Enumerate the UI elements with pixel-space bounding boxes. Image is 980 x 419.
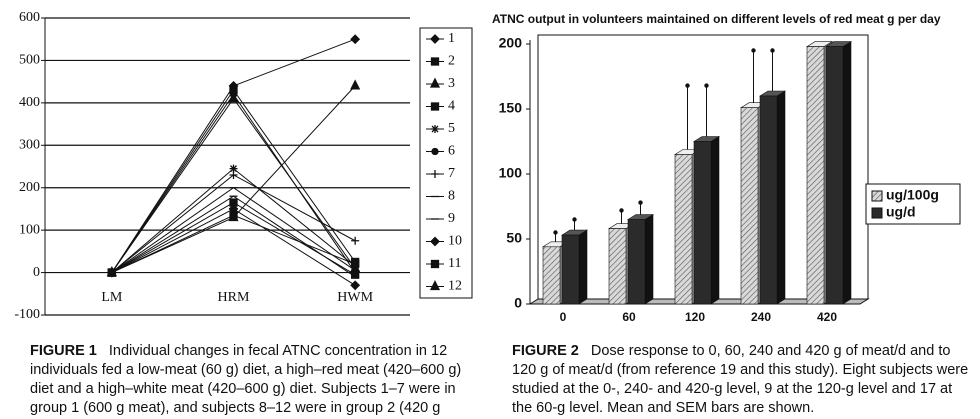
error-cap bbox=[619, 208, 624, 213]
marker bbox=[350, 34, 361, 45]
legend-label: 8 bbox=[448, 189, 455, 204]
caption-2: FIGURE 2 Dose response to 0, 60, 240 and … bbox=[512, 342, 972, 418]
marker bbox=[430, 34, 440, 44]
legend-label: 3 bbox=[448, 76, 455, 91]
legend-label: 9 bbox=[448, 211, 455, 226]
marker bbox=[228, 210, 239, 222]
series-line bbox=[111, 174, 356, 273]
marker bbox=[430, 57, 440, 66]
marker bbox=[430, 259, 440, 269]
y-tick-label: 0 bbox=[514, 295, 522, 311]
marker bbox=[430, 102, 440, 111]
marker bbox=[430, 236, 440, 247]
error-cap bbox=[553, 230, 558, 235]
y-tick-label: 500 bbox=[19, 53, 40, 68]
marker bbox=[229, 164, 238, 173]
marker bbox=[350, 280, 361, 291]
legend-swatch bbox=[871, 190, 883, 202]
x-tick-label: 120 bbox=[685, 310, 705, 324]
bar-side bbox=[842, 41, 852, 305]
bar bbox=[542, 246, 561, 305]
legend-label: 6 bbox=[448, 144, 455, 159]
marker bbox=[351, 236, 360, 245]
bar-side bbox=[710, 135, 720, 305]
error-cap bbox=[751, 48, 756, 53]
bar bbox=[561, 234, 580, 305]
error-cap bbox=[638, 200, 643, 205]
legend-label: ug/100g bbox=[886, 187, 939, 203]
caption-text: Dose response to 0, 60, 240 and 420 g of… bbox=[512, 343, 969, 416]
x-tick-label: 420 bbox=[817, 310, 837, 324]
marker bbox=[429, 77, 441, 88]
legend-label: 12 bbox=[448, 279, 462, 294]
series-line bbox=[111, 85, 356, 274]
x-tick-label: HWM bbox=[337, 290, 373, 305]
x-tick-label: HRM bbox=[218, 290, 250, 305]
marker bbox=[229, 90, 238, 99]
bar-side bbox=[644, 213, 654, 305]
caption-1: FIGURE 1 Individual changes in fecal ATNC… bbox=[30, 342, 478, 419]
bar bbox=[627, 219, 646, 305]
legend-label: 2 bbox=[448, 54, 455, 69]
marker bbox=[429, 280, 441, 291]
bar bbox=[608, 228, 627, 305]
y-tick-label: 150 bbox=[499, 100, 523, 116]
y-tick-label: 400 bbox=[19, 95, 40, 110]
x-tick-label: 0 bbox=[560, 310, 567, 324]
bar bbox=[740, 107, 759, 305]
x-tick-label: LM bbox=[101, 290, 123, 305]
marker bbox=[350, 79, 361, 90]
bar bbox=[693, 141, 712, 305]
legend-label: 10 bbox=[448, 234, 462, 249]
y-tick-label: 100 bbox=[19, 222, 40, 237]
y-tick-label: -100 bbox=[14, 307, 40, 322]
bar bbox=[674, 154, 693, 305]
marker bbox=[106, 266, 117, 277]
y-tick-label: 50 bbox=[506, 230, 522, 246]
y-tick-label: 300 bbox=[19, 138, 40, 153]
y-tick-label: 100 bbox=[499, 165, 523, 181]
y-tick-label: 200 bbox=[19, 180, 40, 195]
error-cap bbox=[685, 83, 690, 88]
error-cap bbox=[704, 83, 709, 88]
bar-side bbox=[776, 90, 786, 305]
marker bbox=[431, 147, 439, 156]
caption-label: FIGURE 1 bbox=[30, 343, 97, 359]
y-tick-label: 0 bbox=[33, 265, 40, 280]
marker bbox=[431, 125, 439, 133]
error-cap bbox=[572, 217, 577, 222]
marker bbox=[351, 259, 360, 269]
y-tick-label: 600 bbox=[19, 10, 40, 25]
caption-label: FIGURE 2 bbox=[512, 343, 579, 359]
legend-label: 1 bbox=[448, 31, 455, 46]
bar bbox=[806, 46, 825, 305]
legend-label: ug/d bbox=[886, 204, 916, 220]
legend-label: 5 bbox=[448, 121, 455, 136]
x-tick-label: 240 bbox=[751, 310, 771, 324]
marker bbox=[431, 170, 439, 178]
x-tick-label: 60 bbox=[622, 310, 636, 324]
legend-swatch bbox=[871, 207, 883, 219]
bar bbox=[825, 46, 844, 305]
legend-label: 7 bbox=[448, 166, 455, 181]
error-cap bbox=[770, 48, 775, 53]
legend-box bbox=[419, 27, 473, 299]
chart-title: ATNC output in volunteers maintained on … bbox=[492, 12, 941, 26]
y-tick-label: 200 bbox=[499, 35, 523, 51]
legend-label: 4 bbox=[448, 99, 455, 114]
bar-side bbox=[578, 229, 588, 305]
marker bbox=[229, 170, 238, 179]
bar bbox=[759, 95, 778, 305]
legend-label: 11 bbox=[448, 256, 461, 271]
caption-text: Individual changes in fecal ATNC concent… bbox=[30, 343, 462, 416]
